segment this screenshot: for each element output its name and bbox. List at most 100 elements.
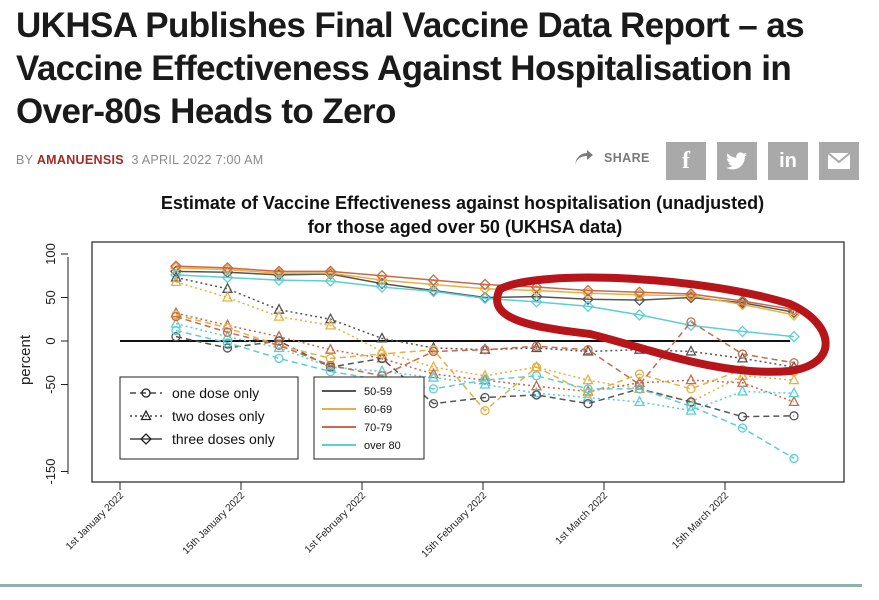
series-60-69-three bbox=[170, 262, 800, 321]
data-point bbox=[788, 386, 800, 398]
y-axis: 100 50 0 -50 -150 bbox=[43, 243, 68, 485]
y-tick-label: 50 bbox=[43, 290, 58, 304]
series-line bbox=[175, 315, 795, 386]
legend-dose-label: three doses only bbox=[172, 431, 275, 447]
data-point bbox=[583, 345, 593, 355]
data-point bbox=[273, 341, 285, 353]
data-point bbox=[686, 384, 696, 394]
author-link[interactable]: AMANUENSIS bbox=[36, 153, 124, 167]
chart-title-line-1: Estimate of Vaccine Effectiveness agains… bbox=[161, 193, 764, 213]
data-point bbox=[788, 330, 800, 343]
data-point bbox=[736, 369, 749, 380]
data-point bbox=[170, 271, 182, 282]
data-point bbox=[427, 274, 440, 287]
share-label: SHARE bbox=[604, 151, 650, 165]
share-button[interactable]: SHARE bbox=[574, 150, 650, 166]
data-point bbox=[685, 288, 697, 300]
data-point bbox=[222, 327, 233, 337]
series-line bbox=[175, 314, 795, 412]
chart-title-line-2: for those aged over 50 (UKHSA data) bbox=[308, 217, 622, 237]
data-point bbox=[480, 345, 490, 355]
data-point bbox=[376, 332, 388, 343]
series-70-79-three bbox=[170, 260, 800, 316]
data-point bbox=[480, 405, 490, 416]
data-point bbox=[633, 308, 646, 321]
series-layer bbox=[170, 260, 800, 464]
data-point bbox=[324, 275, 337, 287]
data-point bbox=[582, 284, 594, 297]
data-point bbox=[273, 330, 285, 341]
data-point bbox=[324, 312, 337, 324]
data-point bbox=[686, 397, 696, 407]
data-point bbox=[170, 275, 182, 286]
data-point bbox=[634, 369, 645, 379]
data-point bbox=[531, 371, 542, 381]
data-point bbox=[377, 349, 387, 359]
email-icon bbox=[827, 152, 851, 169]
data-point bbox=[531, 390, 542, 400]
data-point bbox=[428, 384, 439, 394]
data-point bbox=[222, 338, 233, 348]
data-point bbox=[736, 325, 749, 338]
x-tick-label: 15th March 2022 bbox=[670, 490, 731, 551]
data-point bbox=[324, 318, 337, 330]
data-point bbox=[634, 384, 645, 394]
data-point bbox=[531, 341, 542, 351]
twitter-button[interactable] bbox=[717, 142, 757, 180]
data-point bbox=[479, 278, 491, 291]
series-line bbox=[175, 276, 795, 368]
chart-title: Estimate of Vaccine Effectiveness agains… bbox=[161, 193, 769, 237]
linkedin-button[interactable]: in bbox=[768, 142, 808, 180]
data-point bbox=[582, 385, 594, 396]
data-point bbox=[273, 265, 285, 278]
footer-divider bbox=[0, 584, 862, 587]
email-button[interactable] bbox=[819, 142, 859, 180]
series-50-59-three bbox=[170, 265, 800, 319]
y-axis-label: percent bbox=[17, 334, 34, 385]
data-point bbox=[788, 373, 800, 385]
data-point bbox=[274, 336, 284, 346]
data-point bbox=[273, 274, 285, 287]
legend-band-label: 70-79 bbox=[364, 422, 392, 434]
byline: BY AMANUENSIS 3 APRIL 2022 7:00 AM bbox=[16, 153, 263, 167]
article-headline: UKHSA Publishes Final Vaccine Data Repor… bbox=[16, 6, 805, 131]
data-point bbox=[428, 346, 439, 357]
data-point bbox=[170, 268, 182, 281]
x-tick-label: 1st January 2022 bbox=[64, 490, 126, 552]
data-point bbox=[789, 411, 799, 421]
facebook-button[interactable]: f bbox=[666, 142, 706, 180]
legend-band-label: 60-69 bbox=[364, 404, 392, 416]
data-point bbox=[376, 365, 388, 376]
y-tick-label: -50 bbox=[43, 375, 58, 394]
data-point bbox=[480, 392, 490, 403]
y-tick-label: 0 bbox=[43, 337, 58, 344]
data-point bbox=[582, 300, 594, 313]
data-point bbox=[685, 373, 697, 385]
data-point bbox=[633, 294, 646, 307]
series-over-80-three bbox=[170, 268, 800, 343]
data-point bbox=[221, 282, 234, 293]
data-point bbox=[531, 362, 542, 372]
data-point bbox=[583, 384, 593, 394]
legend-band-label: 50-59 bbox=[364, 386, 392, 398]
legend-bands: 50-59 60-69 70-79 over 80 bbox=[313, 376, 425, 460]
data-point bbox=[737, 423, 748, 433]
share-arrow-icon bbox=[575, 150, 593, 165]
x-tick-label: 1st March 2022 bbox=[554, 490, 611, 547]
data-point bbox=[427, 360, 440, 372]
data-point bbox=[376, 274, 388, 287]
x-tick-label: 15th January 2022 bbox=[181, 490, 248, 557]
data-point bbox=[788, 395, 800, 407]
data-point bbox=[273, 303, 285, 314]
data-point bbox=[788, 308, 800, 321]
data-point bbox=[530, 281, 543, 293]
data-point bbox=[736, 385, 749, 396]
facebook-icon: f bbox=[682, 147, 690, 174]
data-point bbox=[141, 388, 151, 398]
data-point bbox=[376, 269, 388, 282]
data-point bbox=[171, 311, 181, 322]
data-point bbox=[686, 317, 696, 327]
data-point bbox=[633, 286, 646, 299]
publish-date: 3 APRIL 2022 7:00 AM bbox=[131, 153, 264, 167]
data-point bbox=[685, 345, 697, 356]
